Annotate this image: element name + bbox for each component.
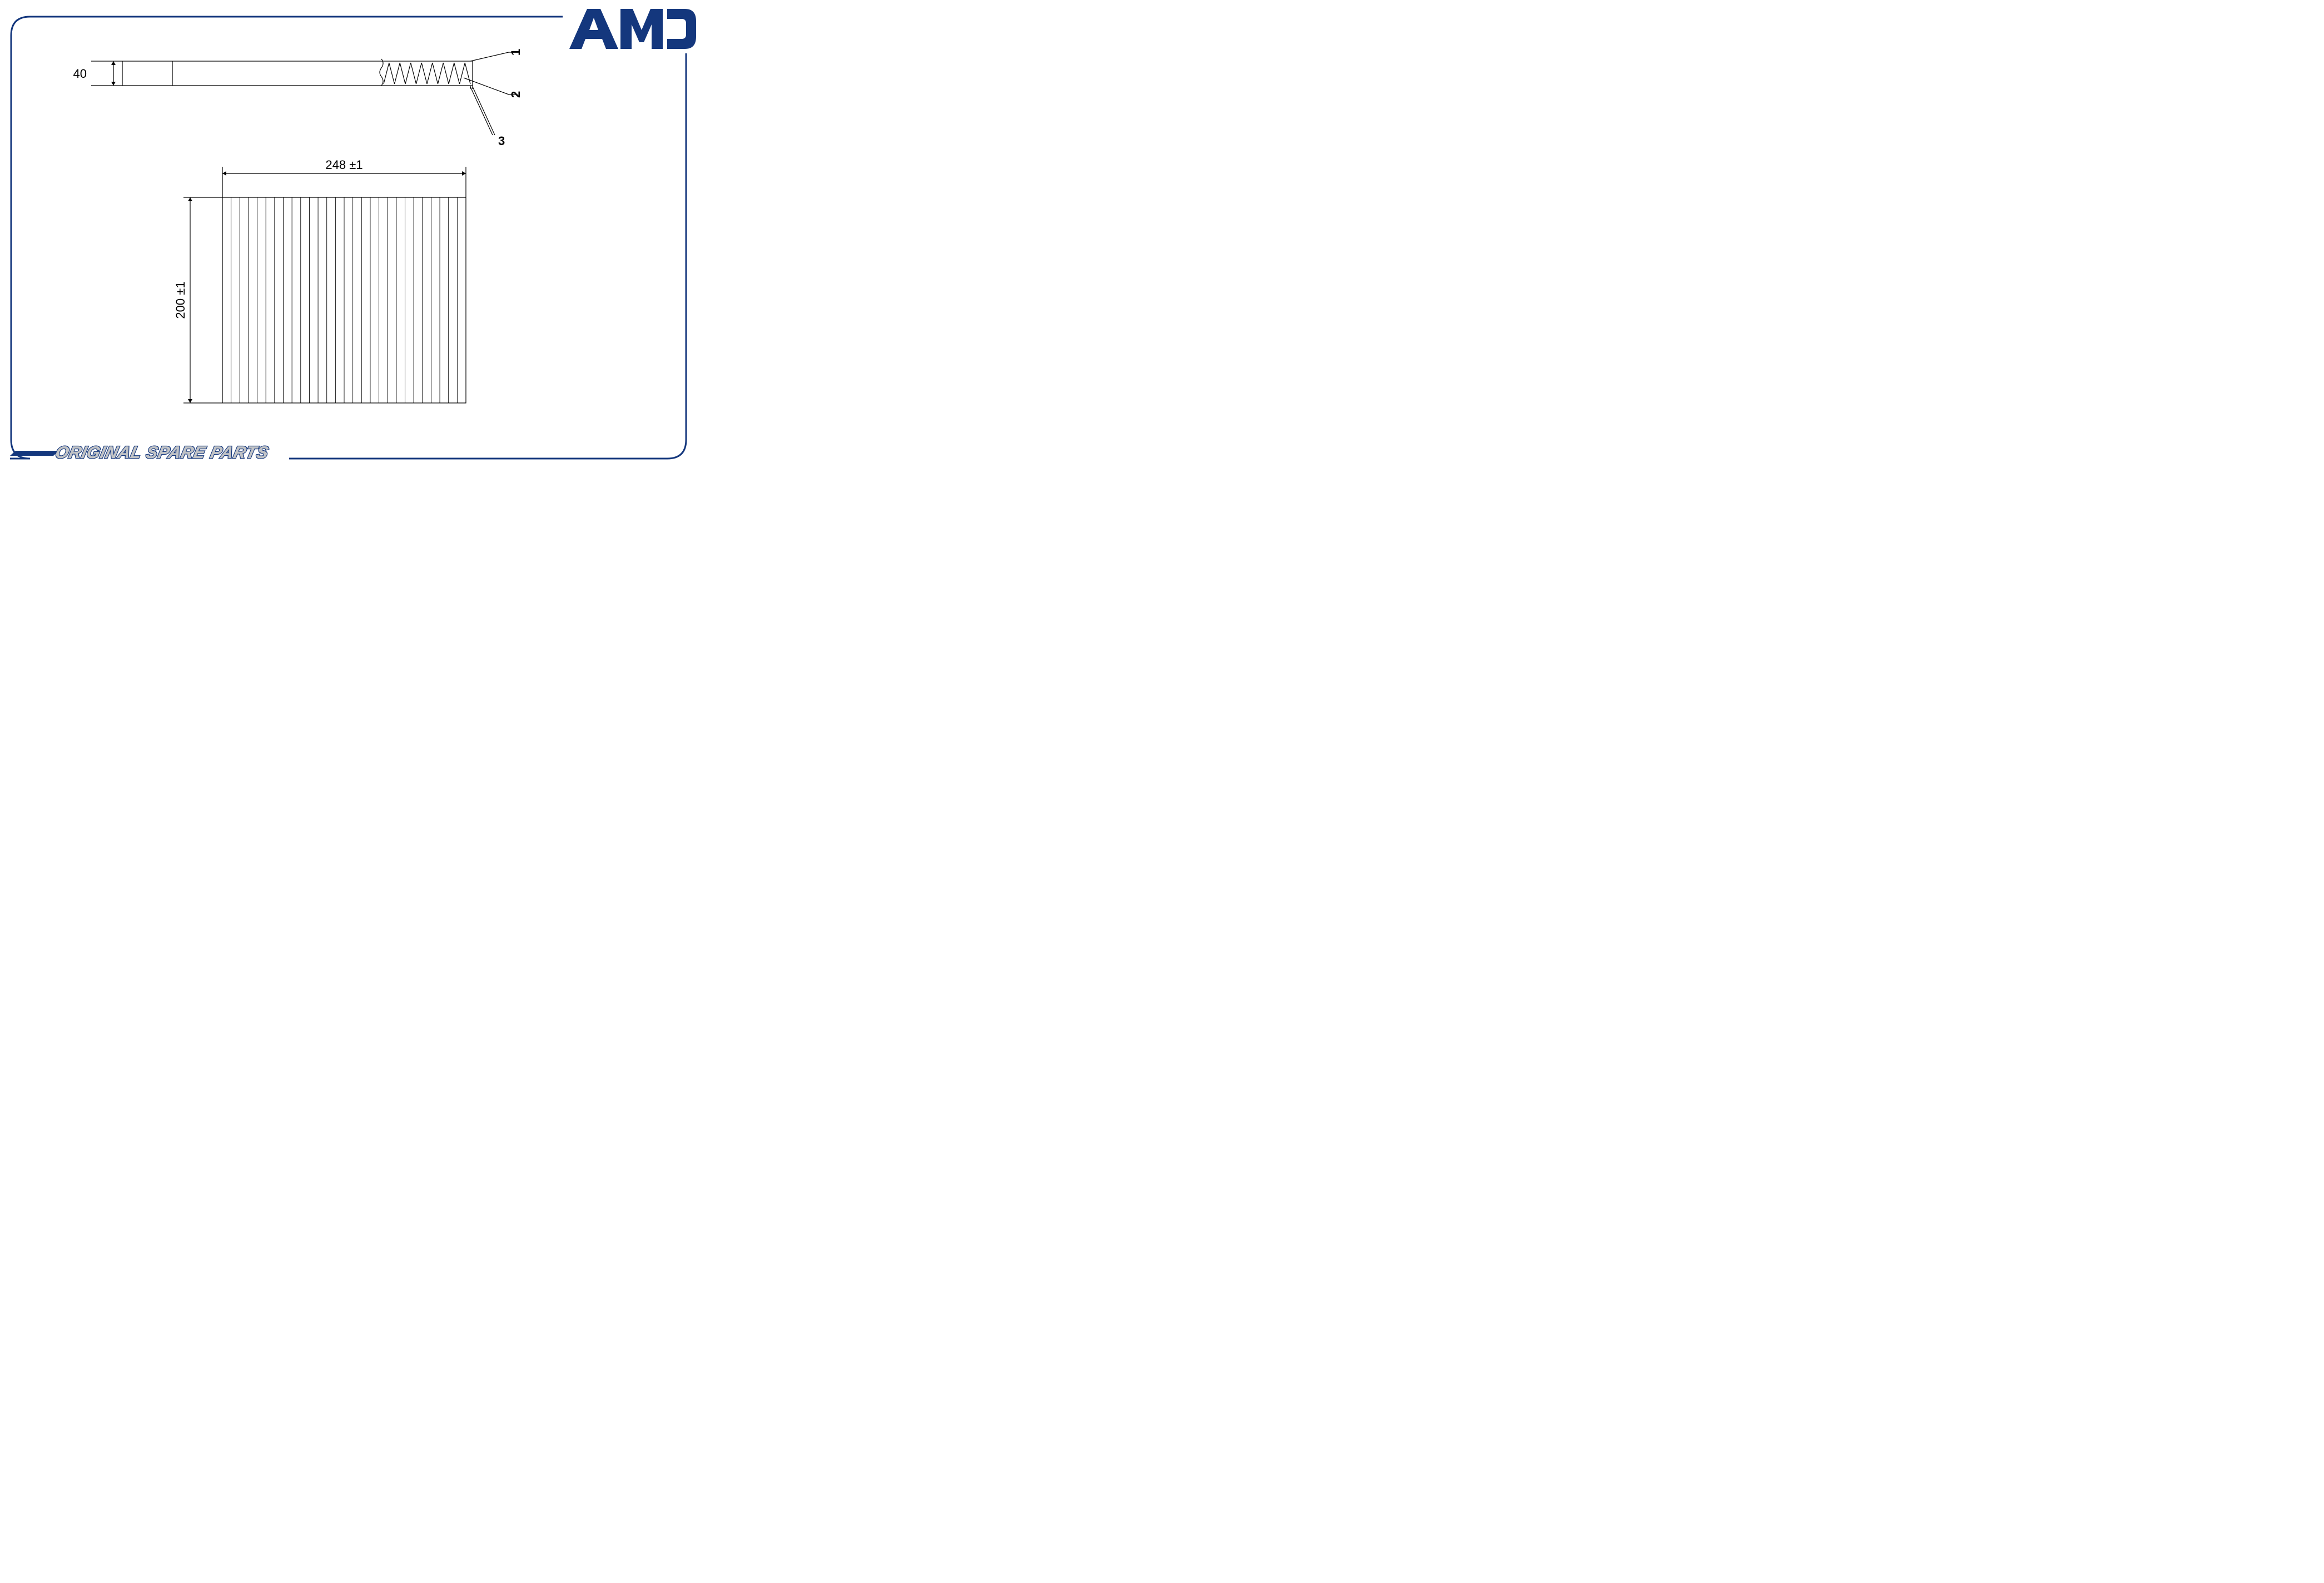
amd-logo	[564, 4, 696, 53]
callout-3: 3	[498, 134, 505, 148]
callout-1: 1	[509, 49, 523, 56]
footer-text: ORIGINAL SPARE PARTS	[53, 444, 270, 462]
technical-drawing: 40 1 2 3 248 ±1 200 ±1	[73, 49, 523, 403]
diagram-svg: 40 1 2 3 248 ±1 200 ±1	[0, 0, 697, 475]
dim-width-248: 248 ±1	[325, 158, 362, 172]
dim-height-40: 40	[73, 67, 87, 81]
callout-2: 2	[509, 91, 523, 98]
page-root: 40123248 ±1200 ±1 ORIGINAL SPARE PARTS O…	[0, 0, 697, 475]
footer-lead-bar	[10, 451, 59, 456]
dim-height-200: 200 ±1	[173, 281, 187, 318]
frame-border	[10, 17, 686, 459]
